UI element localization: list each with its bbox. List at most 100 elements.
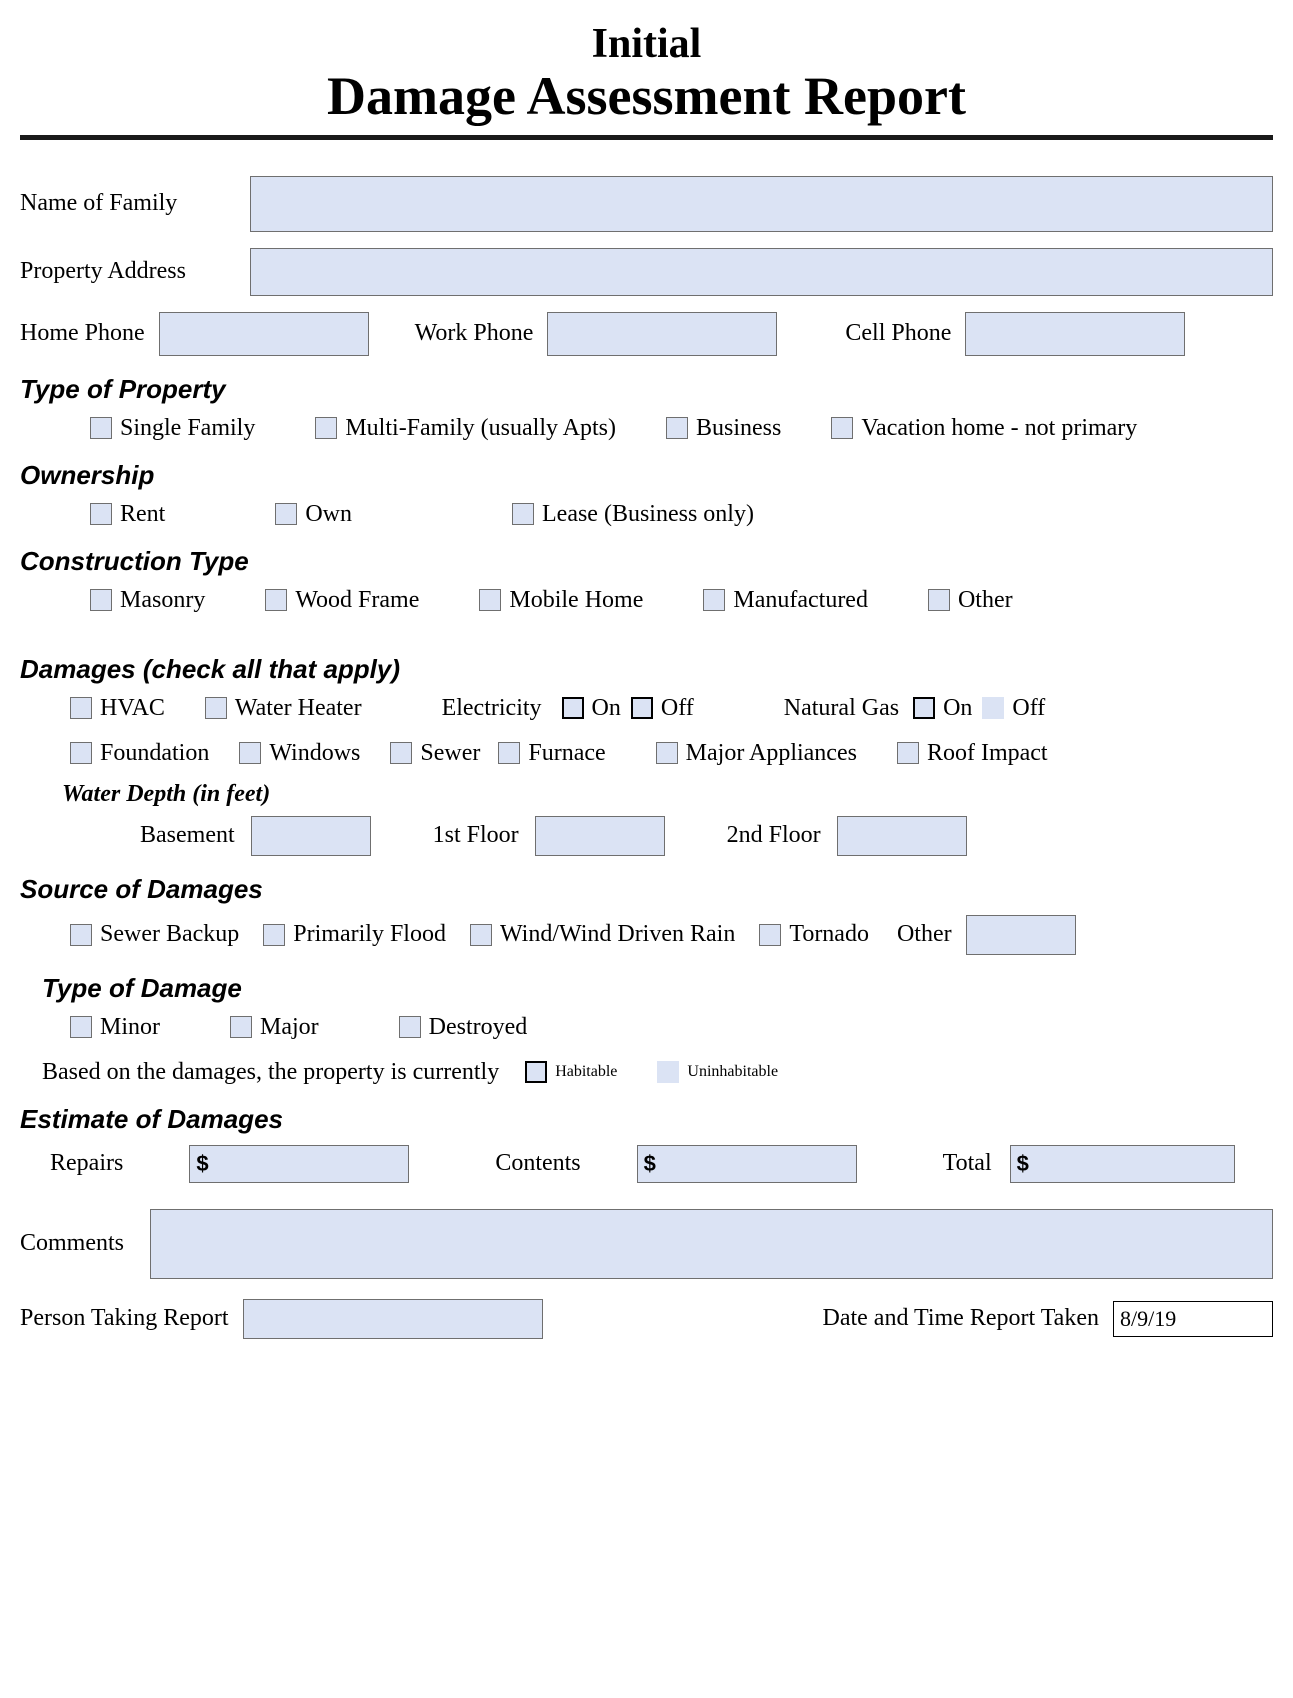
input-address[interactable] (250, 248, 1273, 296)
label-contents: Contents (495, 1150, 580, 1177)
title-top: Initial (20, 20, 1273, 68)
opt-mobile-home: Mobile Home (509, 587, 643, 614)
chk-wood-frame[interactable] (265, 589, 287, 611)
heading-damages: Damages (check all that apply) (20, 654, 1273, 685)
options-damage-type: Minor Major Destroyed (70, 1014, 1273, 1041)
opt-uninhabitable: Uninhabitable (687, 1063, 778, 1081)
heading-construction: Construction Type (20, 546, 1273, 577)
chk-primarily-flood[interactable] (263, 924, 285, 946)
opt-wood-frame: Wood Frame (295, 587, 419, 614)
opt-destroyed: Destroyed (429, 1014, 528, 1041)
chk-tornado[interactable] (759, 924, 781, 946)
input-comments[interactable] (150, 1209, 1273, 1279)
input-first-floor[interactable] (535, 816, 665, 856)
opt-habitable: Habitable (555, 1063, 617, 1081)
chk-destroyed[interactable] (399, 1016, 421, 1038)
opt-single-family: Single Family (120, 415, 255, 442)
chk-windows[interactable] (239, 742, 261, 764)
chk-furnace[interactable] (498, 742, 520, 764)
damages-row1: HVAC Water Heater Electricity On Off Nat… (70, 695, 1273, 722)
chk-habitable[interactable] (525, 1061, 547, 1083)
input-total[interactable]: $ (1010, 1145, 1235, 1183)
chk-major[interactable] (230, 1016, 252, 1038)
opt-other-construction: Other (958, 587, 1013, 614)
chk-rent[interactable] (90, 503, 112, 525)
chk-elec-on[interactable] (562, 697, 584, 719)
input-basement[interactable] (251, 816, 371, 856)
input-other-source[interactable] (966, 915, 1076, 955)
chk-minor[interactable] (70, 1016, 92, 1038)
chk-water-heater[interactable] (205, 697, 227, 719)
opt-own: Own (305, 501, 352, 528)
options-property-type: Single Family Multi-Family (usually Apts… (90, 415, 1273, 442)
opt-lease: Lease (Business only) (542, 501, 754, 528)
opt-gas-on: On (943, 695, 972, 722)
chk-business[interactable] (666, 417, 688, 439)
input-name[interactable] (250, 176, 1273, 232)
chk-vacation[interactable] (831, 417, 853, 439)
chk-sewer[interactable] (390, 742, 412, 764)
chk-lease[interactable] (512, 503, 534, 525)
chk-major-appliances[interactable] (656, 742, 678, 764)
input-person[interactable] (243, 1299, 543, 1339)
chk-gas-on[interactable] (913, 697, 935, 719)
label-basement: Basement (140, 822, 235, 849)
chk-sewer-backup[interactable] (70, 924, 92, 946)
damages-row2: Foundation Windows Sewer Furnace Major A… (70, 740, 1273, 767)
chk-mobile-home[interactable] (479, 589, 501, 611)
heading-water-depth: Water Depth (in feet) (62, 781, 1273, 808)
chk-roof-impact[interactable] (897, 742, 919, 764)
chk-other-construction[interactable] (928, 589, 950, 611)
chk-elec-off[interactable] (631, 697, 653, 719)
chk-manufactured[interactable] (703, 589, 725, 611)
opt-elec-on: On (592, 695, 621, 722)
chk-hvac[interactable] (70, 697, 92, 719)
label-cell-phone: Cell Phone (845, 320, 951, 347)
label-name: Name of Family (20, 190, 250, 217)
chk-multi-family[interactable] (315, 417, 337, 439)
opt-elec-off: Off (661, 695, 694, 722)
opt-roof-impact: Roof Impact (927, 740, 1048, 767)
opt-wind-rain: Wind/Wind Driven Rain (500, 921, 735, 948)
label-work-phone: Work Phone (415, 320, 534, 347)
input-repairs[interactable]: $ (189, 1145, 409, 1183)
input-cell-phone[interactable] (965, 312, 1185, 356)
label-natural-gas: Natural Gas (784, 695, 899, 722)
label-other-source: Other (897, 921, 952, 948)
opt-masonry: Masonry (120, 587, 205, 614)
input-contents[interactable]: $ (637, 1145, 857, 1183)
opt-water-heater: Water Heater (235, 695, 362, 722)
form-container: Initial Damage Assessment Report Name of… (20, 20, 1273, 1339)
title-main: Damage Assessment Report (20, 68, 1273, 125)
heading-ownership: Ownership (20, 460, 1273, 491)
opt-multi-family: Multi-Family (usually Apts) (345, 415, 616, 442)
input-home-phone[interactable] (159, 312, 369, 356)
row-water-depth: Basement 1st Floor 2nd Floor (140, 816, 1273, 856)
row-footer: Person Taking Report Date and Time Repor… (20, 1299, 1273, 1339)
heading-damage-type: Type of Damage (42, 973, 1273, 1004)
input-date[interactable]: 8/9/19 (1113, 1301, 1273, 1337)
chk-wind-rain[interactable] (470, 924, 492, 946)
chk-foundation[interactable] (70, 742, 92, 764)
chk-own[interactable] (275, 503, 297, 525)
label-total: Total (943, 1150, 992, 1177)
row-phones: Home Phone Work Phone Cell Phone (20, 312, 1273, 356)
input-second-floor[interactable] (837, 816, 967, 856)
label-comments: Comments (20, 1230, 150, 1257)
chk-uninhabitable[interactable] (657, 1061, 679, 1083)
opt-foundation: Foundation (100, 740, 209, 767)
opt-hvac: HVAC (100, 695, 165, 722)
options-ownership: Rent Own Lease (Business only) (90, 501, 1273, 528)
opt-tornado: Tornado (789, 921, 869, 948)
opt-vacation: Vacation home - not primary (861, 415, 1137, 442)
opt-business: Business (696, 415, 781, 442)
input-work-phone[interactable] (547, 312, 777, 356)
row-address: Property Address (20, 248, 1273, 296)
label-first-floor: 1st Floor (433, 822, 519, 849)
label-address: Property Address (20, 258, 250, 285)
chk-gas-off[interactable] (982, 697, 1004, 719)
opt-primarily-flood: Primarily Flood (293, 921, 446, 948)
chk-masonry[interactable] (90, 589, 112, 611)
opt-windows: Windows (269, 740, 360, 767)
chk-single-family[interactable] (90, 417, 112, 439)
